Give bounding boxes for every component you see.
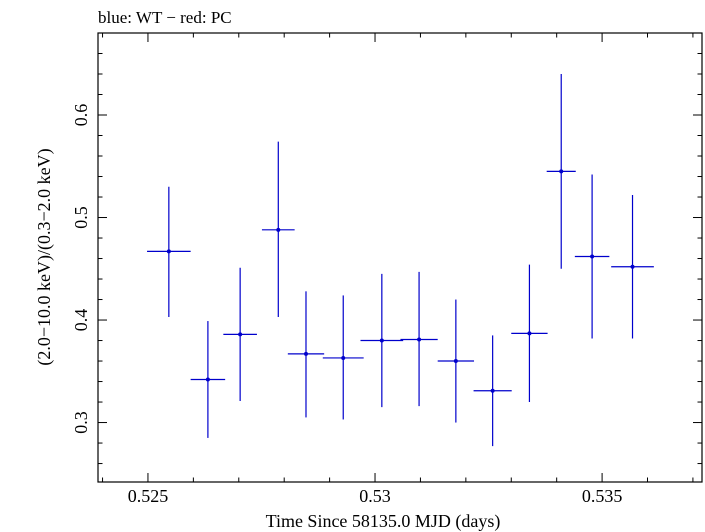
data-point [400,271,438,407]
data-point [147,186,191,317]
data-marker [527,331,532,336]
y-tick-label: 0.3 [71,411,91,434]
axis-ticks: 0.525 0.53 0.535 0.3 0.4 0.5 0.6 [71,32,702,506]
data-marker [341,355,346,360]
data-point [437,299,475,423]
y-tick-label: 0.5 [71,206,91,229]
data-marker [205,377,210,382]
plot-frame [97,32,703,483]
y-tick-label: 0.6 [71,104,91,127]
data-marker [379,338,384,343]
data-marker [590,254,595,259]
chart-title: blue: WT − red: PC [98,8,232,27]
data-marker [417,337,422,342]
data-marker [453,359,458,364]
data-point [574,174,610,339]
data-point [223,267,257,402]
data-point [261,141,295,317]
data-marker [303,351,308,356]
data-marker [630,264,635,269]
data-point [360,273,404,408]
data-point [473,335,512,447]
data-point [511,264,548,403]
data-marker [559,169,564,174]
data-marker [490,388,495,393]
data-point [190,321,226,438]
x-tick-label: 0.525 [128,486,169,506]
y-axis-label: (2.0−10.0 keV)/(0.3−2.0 keV) [34,148,55,365]
data-point [287,291,325,418]
y-tick-label: 0.4 [71,309,91,332]
x-tick-label: 0.535 [582,486,623,506]
data-marker [166,249,171,254]
data-marker [276,227,281,232]
data-series-wt [147,74,654,447]
x-axis-label: Time Since 58135.0 MJD (days) [266,511,501,532]
data-marker [238,332,243,337]
x-tick-label: 0.53 [359,486,391,506]
data-point [611,194,654,339]
data-point [322,295,364,420]
data-point [546,74,576,269]
